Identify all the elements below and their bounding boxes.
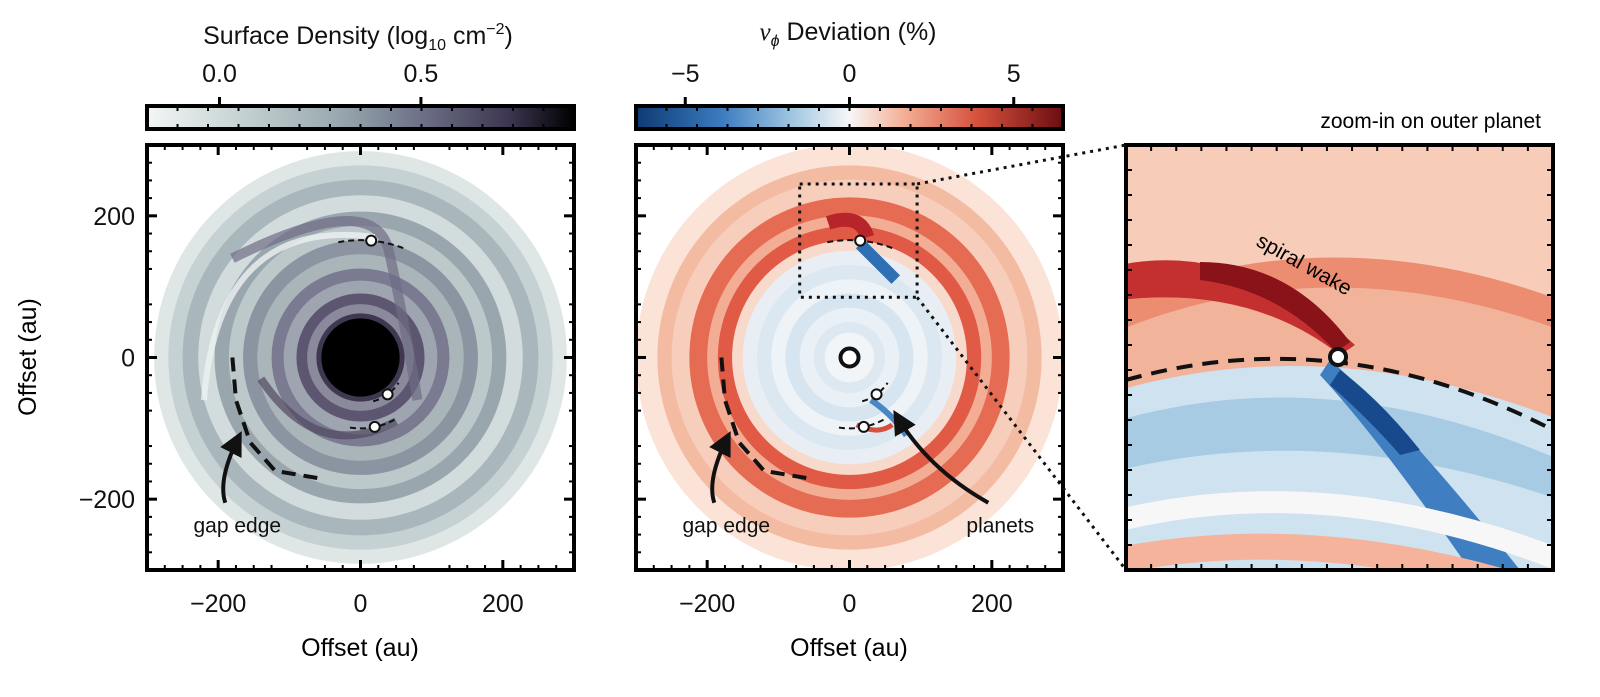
annotation-label: gap edge [682,515,770,538]
density-axes: −200 0 200 200 0 −200 [79,145,574,618]
planet-orbit [372,382,400,403]
colorbar-tick-label: −5 [671,60,700,88]
x-tick-label: −200 [679,590,735,618]
density-spiral-arm [230,216,423,401]
density-overlays: gap edge [193,234,404,538]
x-tick-label: 0 [843,590,857,618]
velocity-axes: −200 0 200 [636,145,1063,618]
density-colorbar-ticks: 0.0 0.5 [176,60,545,129]
zoom-connector-top [916,143,1127,186]
x-tick-label: 0 [354,590,368,618]
zoom-box [798,182,919,299]
zoom-panel: zoom-in on outer planet spiral wake [1124,110,1555,572]
annotation-label: planets [966,515,1034,538]
gap-edge-line [230,357,326,482]
density-panel: Surface Density (log10 cm−2) 0.0 0.5 gap … [14,21,576,662]
density-xlabel: Offset (au) [301,634,419,662]
planet-marker [381,388,394,401]
velocity-colorbar-ticks: −5 0 5 [665,60,1034,129]
density-inner-cavity [321,318,400,397]
density-ylabel: Offset (au) [14,298,42,416]
density-colorbar-label: Surface Density (log10 cm−2) [203,21,513,54]
planet-marker [365,234,378,247]
y-tick-label: 0 [121,345,135,373]
colorbar-tick-label: 0.5 [404,60,439,88]
annotation-arrow [709,431,731,504]
zoom-ticks [1126,145,1553,570]
zoom-connectors [915,143,1128,571]
colorbar-tick-label: 0 [843,60,857,88]
zoom-title: zoom-in on outer planet [1320,110,1541,133]
planet-orbit [861,382,889,403]
zoom-connector-bottom [915,296,1128,571]
zoom-map [1126,145,1553,570]
zoom-axes-frame [1124,143,1555,572]
y-tick-label: −200 [79,486,135,514]
x-tick-label: −200 [190,590,246,618]
x-tick-label: 200 [971,590,1013,618]
y-tick-label: 200 [93,203,135,231]
velocity-xlabel: Offset (au) [790,634,908,662]
velocity-colorbar-label: vϕ Deviation (%) [759,18,936,50]
planet-marker [854,234,867,247]
colorbar-tick-label: 0.0 [202,60,237,88]
velocity-blue-wake [855,239,900,284]
planet-marker [870,388,883,401]
annotation-label: gap edge [193,515,281,538]
star-marker [838,346,861,369]
density-map [147,145,574,570]
density-bright-arc [200,231,376,401]
zoom-planet-marker [1328,347,1348,367]
colorbar-tick-label: 5 [1007,60,1021,88]
gap-edge-line [719,357,815,482]
planet-marker [857,420,870,433]
x-tick-label: 200 [482,590,524,618]
annotation-arrow [893,410,990,505]
velocity-red-wake [825,212,875,240]
velocity-panel: vϕ Deviation (%) −5 0 5 gap edge planets −2… [634,18,1065,662]
annotation-arrow [220,431,242,504]
velocity-overlays: gap edge planets [682,182,1034,538]
planet-marker [368,420,381,433]
